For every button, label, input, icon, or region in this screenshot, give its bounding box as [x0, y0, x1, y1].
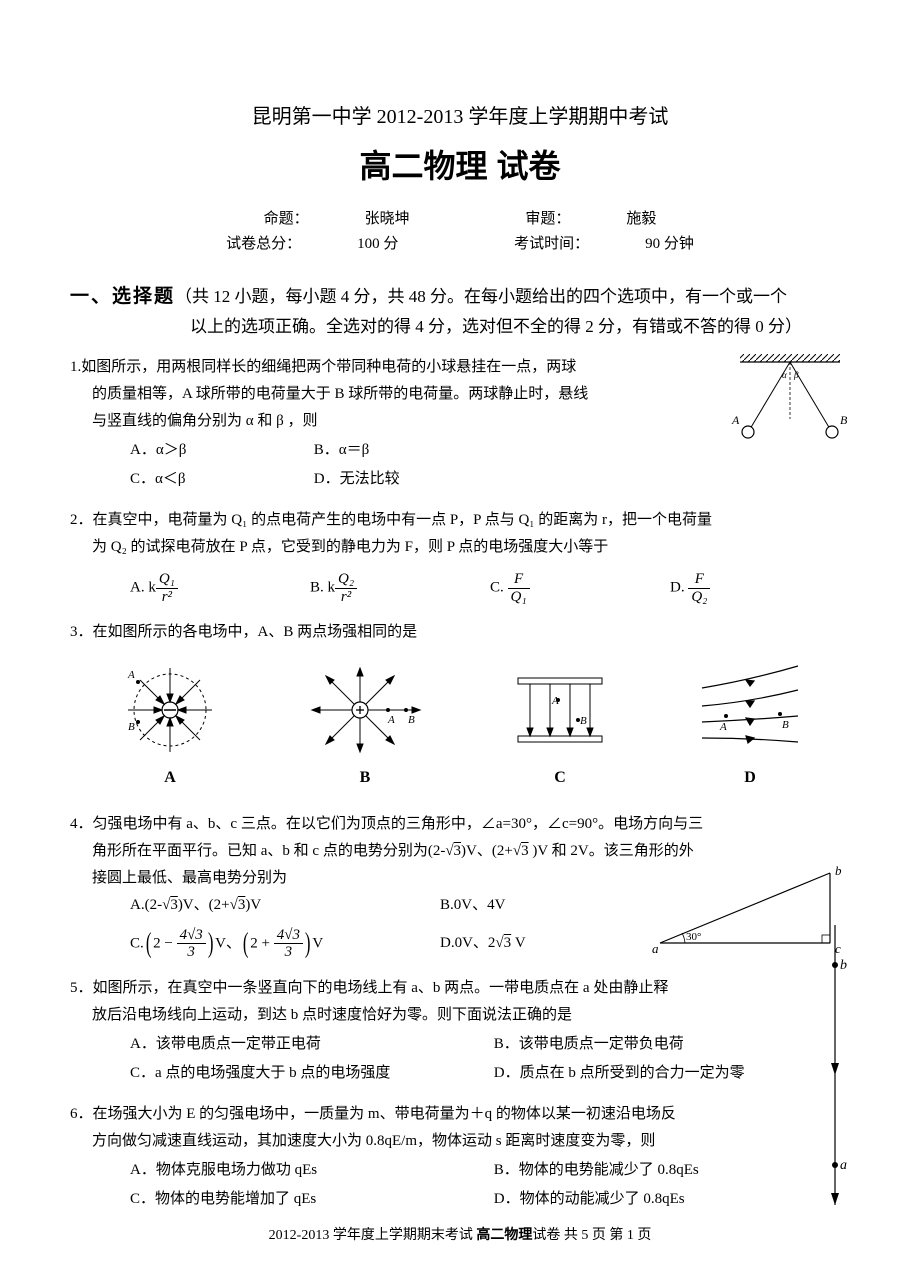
- svg-text:a: a: [652, 941, 659, 956]
- q2-optC: C. FQ₁: [490, 571, 670, 605]
- q3-figC: A B C: [500, 660, 620, 793]
- q4-line1: 匀强电场中有 a、b、c 三点。在以它们为顶点的三角形中，∠a=30°，∠c=9…: [93, 816, 704, 832]
- q6-options: A．物体克服电场力做功 qEs B．物体的电势能减少了 0.8qEs C．物体的…: [70, 1157, 850, 1213]
- question-4: 4．匀强电场中有 a、b、c 三点。在以它们为顶点的三角形中，∠a=30°，∠c…: [70, 811, 850, 961]
- svg-text:B: B: [408, 714, 415, 726]
- svg-text:B: B: [580, 715, 587, 727]
- q1-figure: α β A B: [720, 354, 850, 444]
- q6-optA: A．物体克服电场力做功 qEs: [130, 1157, 490, 1184]
- section-desc1: （共 12 小题，每小题 4 分，共 48 分。在每小题给出的四个选项中，有一个…: [175, 287, 787, 306]
- q5-optC: C．a 点的电场强度大于 b 点的电场强度: [130, 1060, 490, 1087]
- q5-line1: 如图所示，在真空中一条竖直向下的电场线上有 a、b 两点。一带电质点在 a 处由…: [93, 980, 669, 996]
- q2-optA: A. kQ₁r²: [130, 571, 310, 605]
- svg-text:b: b: [835, 863, 842, 878]
- q3-lblA: A: [110, 764, 230, 793]
- q6-num: 6．: [70, 1106, 93, 1122]
- question-1: 1.如图所示，用两根同样长的细绳把两个带同种电荷的小球悬挂在一点，两球 的质量相…: [70, 354, 850, 493]
- q3-figB: A B B: [300, 660, 430, 793]
- meta-author: 张晓坤: [365, 211, 410, 227]
- q4-optC: C.(2 − 4√33)V、(2 + 4√33)V: [130, 927, 440, 961]
- q1-options: A．α＞β B．α＝β C．α＜β D．无法比较: [70, 437, 850, 493]
- q4-optA: A.(2-√3)V、(2+√3)V: [130, 892, 440, 919]
- q5-optB: B．该带电质点一定带负电荷: [494, 1031, 684, 1058]
- q2-optB: B. kQ₂r²: [310, 571, 490, 605]
- q2-options: A. kQ₁r² B. kQ₂r² C. FQ₁ D. FQ₂: [70, 571, 850, 605]
- svg-text:b: b: [840, 958, 847, 973]
- q3-lblB: B: [300, 764, 430, 793]
- q1-line1: 如图所示，用两根同样长的细绳把两个带同种电荷的小球悬挂在一点，两球: [81, 359, 576, 375]
- q3-figures: A B A: [70, 652, 850, 797]
- meta-reviewer-label: 审题：: [525, 211, 570, 227]
- q5-num: 5．: [70, 980, 93, 996]
- svg-text:B: B: [840, 413, 848, 427]
- question-5: 5．如图所示，在真空中一条竖直向下的电场线上有 a、b 两点。一带电质点在 a …: [70, 975, 850, 1087]
- q6-optB: B．物体的电势能减少了 0.8qEs: [494, 1157, 699, 1184]
- meta-time: 90 分钟: [645, 236, 694, 252]
- pre-title: 昆明第一中学 2012-2013 学年度上学期期中考试: [70, 100, 850, 129]
- q1-optD: D．无法比较: [314, 466, 494, 493]
- q6-line1: 在场强大小为 E 的匀强电场中，一质量为 m、带电荷量为＋q 的物体以某一初速沿…: [93, 1106, 676, 1122]
- meta-score-label: 试卷总分：: [226, 236, 301, 252]
- svg-text:30°: 30°: [686, 931, 701, 943]
- q4-line2: 角形所在平面平行。已知 a、b 和 c 点的电势分别为(2-√3)V、(2+√3…: [70, 838, 850, 865]
- svg-text:α: α: [782, 370, 787, 380]
- svg-text:B: B: [782, 719, 789, 731]
- question-3: 3．在如图所示的各电场中，A、B 两点场强相同的是 A B: [70, 619, 850, 797]
- svg-text:β: β: [793, 370, 799, 380]
- main-title: 高二物理 试卷: [70, 141, 850, 187]
- q5-options: A．该带电质点一定带正电荷 B．该带电质点一定带负电荷 C．a 点的电场强度大于…: [70, 1031, 850, 1087]
- footer-text2: 高二物理: [476, 1226, 532, 1242]
- q3-num: 3．: [70, 624, 93, 640]
- q6-line2: 方向做匀减速直线运动，其加速度大小为 0.8qE/m，物体运动 s 距离时速度变…: [70, 1128, 808, 1155]
- q6-optD: D．物体的动能减少了 0.8qEs: [494, 1186, 685, 1213]
- q4-num: 4．: [70, 816, 93, 832]
- meta-time-label: 考试时间：: [514, 236, 589, 252]
- q1-optA: A．α＞β: [130, 437, 310, 464]
- section-desc2: 以上的选项正确。全选对的得 4 分，选对但不全的得 2 分，有错或不答的得 0 …: [70, 313, 850, 342]
- q2-line1: 在真空中，电荷量为 Q₁ 的点电荷产生的电场中有一点 P，P 点与 Q₁ 的距离…: [93, 512, 713, 528]
- q1-line3: 与竖直线的偏角分别为 α 和 β ，则: [70, 408, 700, 435]
- meta-row-2: 试卷总分： 100 分 考试时间： 90 分钟: [70, 232, 850, 253]
- svg-text:B: B: [128, 721, 135, 733]
- meta-reviewer: 施毅: [626, 211, 656, 227]
- svg-text:A: A: [387, 714, 395, 726]
- q4-optD: D.0V、2√3 V: [440, 930, 526, 957]
- q4-optB: B.0V、4V: [440, 892, 505, 919]
- svg-text:A: A: [551, 695, 559, 707]
- q3-figA: A B A: [110, 660, 230, 793]
- question-2: 2．在真空中，电荷量为 Q₁ 的点电荷产生的电场中有一点 P，P 点与 Q₁ 的…: [70, 507, 850, 605]
- q5-optD: D．质点在 b 点所受到的合力一定为零: [494, 1060, 745, 1087]
- svg-text:A: A: [731, 413, 740, 427]
- section-label: 一、选择题: [70, 286, 175, 307]
- footer: 2012-2013 学年度上学期期末考试 高二物理试卷 共 5 页 第 1 页: [0, 1224, 920, 1244]
- meta-score: 100 分: [357, 236, 398, 252]
- q2-line2: 为 Q₂ 的试探电荷放在 P 点，它受到的静电力为 F，则 P 点的电场强度大小…: [70, 534, 850, 561]
- q1-num: 1.: [70, 359, 81, 375]
- q3-text: 在如图所示的各电场中，A、B 两点场强相同的是: [93, 624, 418, 640]
- meta-author-label: 命题：: [264, 211, 309, 227]
- q1-line2: 的质量相等，A 球所带的电荷量大于 B 球所带的电荷量。两球静止时，悬线: [70, 381, 700, 408]
- q2-optD: D. FQ₂: [670, 571, 850, 605]
- footer-text1: 2012-2013 学年度上学期期末考试: [269, 1228, 477, 1243]
- q6-optC: C．物体的电势能增加了 qEs: [130, 1186, 490, 1213]
- section-title: 一、选择题（共 12 小题，每小题 4 分，共 48 分。在每小题给出的四个选项…: [70, 281, 850, 342]
- svg-text:A: A: [719, 721, 727, 733]
- q1-optB: B．α＝β: [314, 437, 494, 464]
- meta-row-1: 命题： 张晓坤 审题： 施毅: [70, 207, 850, 228]
- q5-line2: 放后沿电场线向上运动，到达 b 点时速度恰好为零。则下面说法正确的是: [70, 1002, 808, 1029]
- q3-lblC: C: [500, 764, 620, 793]
- q1-optC: C．α＜β: [130, 466, 310, 493]
- q3-figD: A B D: [690, 660, 810, 793]
- svg-text:A: A: [127, 669, 135, 681]
- q5-optA: A．该带电质点一定带正电荷: [130, 1031, 490, 1058]
- q3-lblD: D: [690, 764, 810, 793]
- q2-num: 2．: [70, 512, 93, 528]
- footer-text3: 试卷 共 5 页 第 1 页: [532, 1228, 651, 1243]
- question-6: 6．在场强大小为 E 的匀强电场中，一质量为 m、带电荷量为＋q 的物体以某一初…: [70, 1101, 850, 1213]
